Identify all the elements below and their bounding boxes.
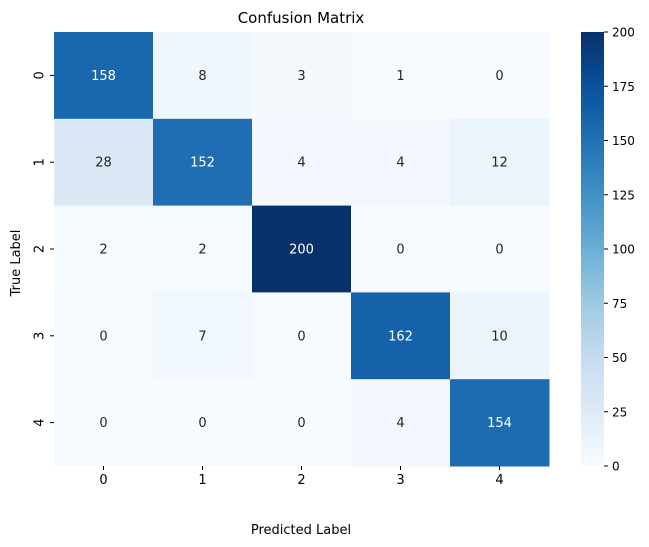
cell-value-label: 8 (198, 69, 206, 84)
cell-value-label: 0 (99, 416, 107, 431)
colorbar-tick-label: 150 (612, 134, 635, 148)
cell-value-label: 0 (99, 329, 107, 344)
cell-value-label: 7 (198, 329, 206, 344)
cell-value-label: 4 (297, 156, 305, 171)
colorbar-tick-label: 25 (612, 405, 627, 419)
colorbar-tick-label: 175 (612, 80, 635, 94)
cell-value-label: 1 (396, 69, 404, 84)
x-tick-label: 1 (198, 473, 206, 488)
heatmap-cell-1-0 (54, 118, 154, 207)
y-axis-ticks: 0 1 2 3 4 (33, 71, 54, 427)
cell-value-label: 0 (495, 69, 503, 84)
y-tick-label: 1 (33, 158, 48, 166)
chart-title: Confusion Matrix (238, 9, 365, 27)
colorbar-tick-label: 100 (612, 243, 635, 257)
cell-value-label: 12 (491, 156, 508, 171)
colorbar-tick-label: 50 (612, 351, 627, 365)
heatmap-cell-2-1 (153, 205, 253, 293)
cell-value-label: 0 (297, 329, 305, 344)
x-tick-label: 0 (99, 473, 107, 488)
cell-value-label: 0 (495, 243, 503, 258)
cell-value-label: 2 (99, 243, 107, 258)
x-tick-label: 2 (297, 473, 305, 488)
cell-value-label: 0 (297, 416, 305, 431)
cell-value-label: 162 (388, 329, 413, 344)
cell-value-label: 152 (190, 156, 215, 171)
y-tick-label: 4 (33, 418, 48, 426)
heatmap-cell-4-0 (54, 379, 154, 467)
y-tick-label: 0 (33, 71, 48, 79)
heatmap-cell-3-1 (153, 292, 253, 380)
heatmap-cell-1-2 (252, 118, 352, 207)
cell-value-label: 158 (91, 69, 116, 84)
y-tick-label: 3 (33, 332, 48, 340)
cell-value-label: 4 (396, 416, 404, 431)
heatmap-cell-1-4 (450, 118, 550, 207)
colorbar-tick-label: 0 (612, 460, 620, 474)
cell-value-label: 3 (297, 69, 305, 84)
colorbar-ticks: 0 25 50 75 100 125 150 175 200 (604, 26, 635, 474)
cell-value-label: 4 (396, 156, 404, 171)
heatmap-cell-4-4 (450, 379, 550, 467)
heatmap-cell-0-1 (153, 32, 253, 120)
heatmap-cell-1-3 (351, 118, 451, 207)
heatmap-cell-3-0 (54, 292, 154, 380)
cell-value-label: 0 (396, 243, 404, 258)
colorbar (581, 32, 604, 466)
x-axis-ticks: 0 1 2 3 4 (99, 466, 504, 488)
heatmap-cell-0-0 (54, 32, 154, 120)
cell-value-label: 0 (198, 416, 206, 431)
x-tick-label: 4 (495, 473, 503, 488)
heatmap-cell-3-4 (450, 292, 550, 380)
cell-value-label: 2 (198, 243, 206, 258)
heatmap-cell-4-2 (252, 379, 352, 467)
heatmap-cell-2-2 (252, 205, 352, 293)
heatmap-cell-2-4 (450, 205, 550, 293)
y-axis-label: True Label (9, 230, 24, 298)
colorbar-tick-label: 200 (612, 26, 635, 40)
heatmap-cell-0-3 (351, 32, 451, 120)
colorbar-tick-label: 125 (612, 188, 635, 202)
x-tick-label: 3 (396, 473, 404, 488)
heatmap-cell-4-3 (351, 379, 451, 467)
x-axis-label: Predicted Label (251, 523, 351, 538)
cell-value-label: 200 (289, 243, 314, 258)
heatmap-cell-0-2 (252, 32, 352, 120)
heatmap-cell-2-0 (54, 205, 154, 293)
heatmap-cell-4-1 (153, 379, 253, 467)
heatmap-cell-0-4 (450, 32, 550, 120)
cell-value-label: 28 (95, 156, 112, 171)
heatmap-cells (54, 32, 550, 467)
colorbar-tick-label: 75 (612, 297, 627, 311)
heatmap-cell-2-3 (351, 205, 451, 293)
cell-value-label: 154 (487, 416, 512, 431)
cell-value-label: 10 (491, 329, 508, 344)
heatmap-cell-3-2 (252, 292, 352, 380)
heatmap-cell-1-1 (153, 118, 253, 207)
heatmap-cell-3-3 (351, 292, 451, 380)
y-tick-label: 2 (33, 245, 48, 253)
heatmap-annotations: 158 8 3 1 028 152 4 4 122 2 200 0 00 7 0 162 100 0 0 4 154 (91, 69, 512, 431)
